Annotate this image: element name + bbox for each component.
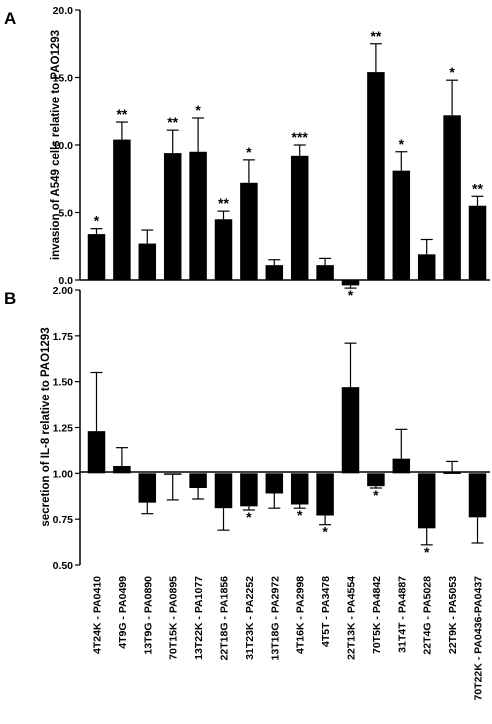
bar — [189, 151, 207, 280]
x-tick-label: 70T15K - PA0895 — [168, 576, 180, 660]
panel-b-ylabel: secretion of IL-8 relative to PAO1293 — [40, 327, 52, 526]
bar — [240, 182, 258, 280]
x-tick-label: 4T5T - PA3478 — [320, 576, 332, 647]
y-tick-label: 5.0 — [58, 208, 73, 220]
y-tick-label: 1.00 — [53, 468, 74, 480]
significance-star: * — [195, 102, 201, 118]
bar — [138, 473, 157, 503]
y-tick-label: 1.75 — [53, 331, 74, 343]
significance-star: ** — [167, 114, 178, 130]
significance-star: * — [424, 544, 430, 560]
x-tick-label: 13T9G - PA0890 — [142, 576, 154, 655]
x-tick-label: 70T22K - PA0436-PA0437 — [473, 576, 485, 701]
y-tick-label: 15.0 — [53, 73, 74, 85]
y-tick-label: 1.25 — [53, 423, 74, 435]
y-tick-label: 0.0 — [58, 275, 73, 287]
significance-star: * — [399, 136, 405, 152]
bar — [113, 466, 131, 474]
bar — [189, 473, 207, 488]
significance-star: * — [246, 144, 252, 160]
bar — [392, 458, 411, 474]
panel-b-il8-chart: B secretion of IL-8 relative to PAO1293 … — [4, 285, 490, 701]
x-tick-label: 22T18G - PA1856 — [219, 576, 231, 661]
significance-star: ** — [472, 180, 483, 196]
bar — [341, 280, 360, 286]
significance-star: * — [246, 509, 252, 525]
significance-star: * — [348, 287, 354, 303]
bar — [367, 473, 385, 487]
bar — [163, 153, 182, 280]
x-tick-label: 22T9K - PA5053 — [447, 576, 459, 654]
bar — [468, 473, 487, 518]
bar — [468, 205, 487, 280]
y-tick-label: 20.0 — [53, 5, 74, 17]
significance-star: ** — [116, 106, 127, 122]
x-tick-label: 31T23K - PA2252 — [244, 576, 256, 660]
bar — [443, 115, 461, 280]
bar — [443, 472, 461, 474]
bar — [290, 473, 309, 505]
significance-star: ** — [370, 28, 381, 44]
significance-star: * — [297, 507, 303, 523]
significance-star: * — [449, 64, 455, 80]
bar — [113, 139, 131, 280]
panel-b-label: B — [4, 289, 16, 308]
x-tick-label: 22T4G - PA5028 — [422, 576, 434, 655]
bar — [341, 387, 360, 474]
y-tick-label: 0.50 — [53, 560, 74, 572]
y-tick-label: 1.50 — [53, 377, 74, 389]
panel-a-invasion-chart: A invasion of A549 cells relative to PAO… — [4, 5, 490, 303]
bar — [240, 473, 258, 507]
x-tick-label: 31T4T - PA4887 — [396, 576, 408, 653]
x-tick-label: 4T9G - PA0499 — [117, 576, 129, 649]
bar — [367, 72, 385, 280]
x-tick-label: 4T24K - PA0410 — [92, 576, 104, 654]
bar — [316, 473, 334, 516]
x-tick-label: 4T16K - PA2998 — [295, 576, 307, 654]
significance-star: ** — [218, 195, 229, 211]
panel-a-ylabel: invasion of A549 cells relative to PAO12… — [50, 30, 62, 260]
bar — [87, 431, 106, 474]
bar — [265, 265, 284, 280]
bar — [163, 473, 182, 475]
bar — [417, 473, 436, 529]
panel-a-label: A — [4, 9, 16, 28]
x-tick-label: 13T22K - PA1077 — [193, 576, 205, 660]
significance-star: * — [322, 524, 328, 540]
bar — [87, 234, 106, 280]
significance-star: * — [373, 487, 379, 503]
bar — [138, 243, 157, 280]
significance-star: *** — [292, 129, 309, 145]
bar — [214, 219, 233, 280]
bar — [316, 265, 334, 280]
bar — [265, 473, 284, 494]
y-tick-label: 2.00 — [53, 285, 74, 297]
x-tick-label: 13T18G - PA2972 — [269, 576, 281, 661]
x-tick-label: 70T5K - PA4842 — [371, 576, 383, 654]
bar — [214, 473, 233, 509]
y-tick-label: 10.0 — [53, 140, 74, 152]
bar — [290, 155, 309, 280]
bar — [417, 254, 436, 280]
significance-star: * — [94, 213, 100, 229]
y-tick-label: 0.75 — [53, 514, 74, 526]
bar — [392, 170, 411, 280]
x-tick-label: 22T13K - PA4554 — [346, 576, 358, 660]
